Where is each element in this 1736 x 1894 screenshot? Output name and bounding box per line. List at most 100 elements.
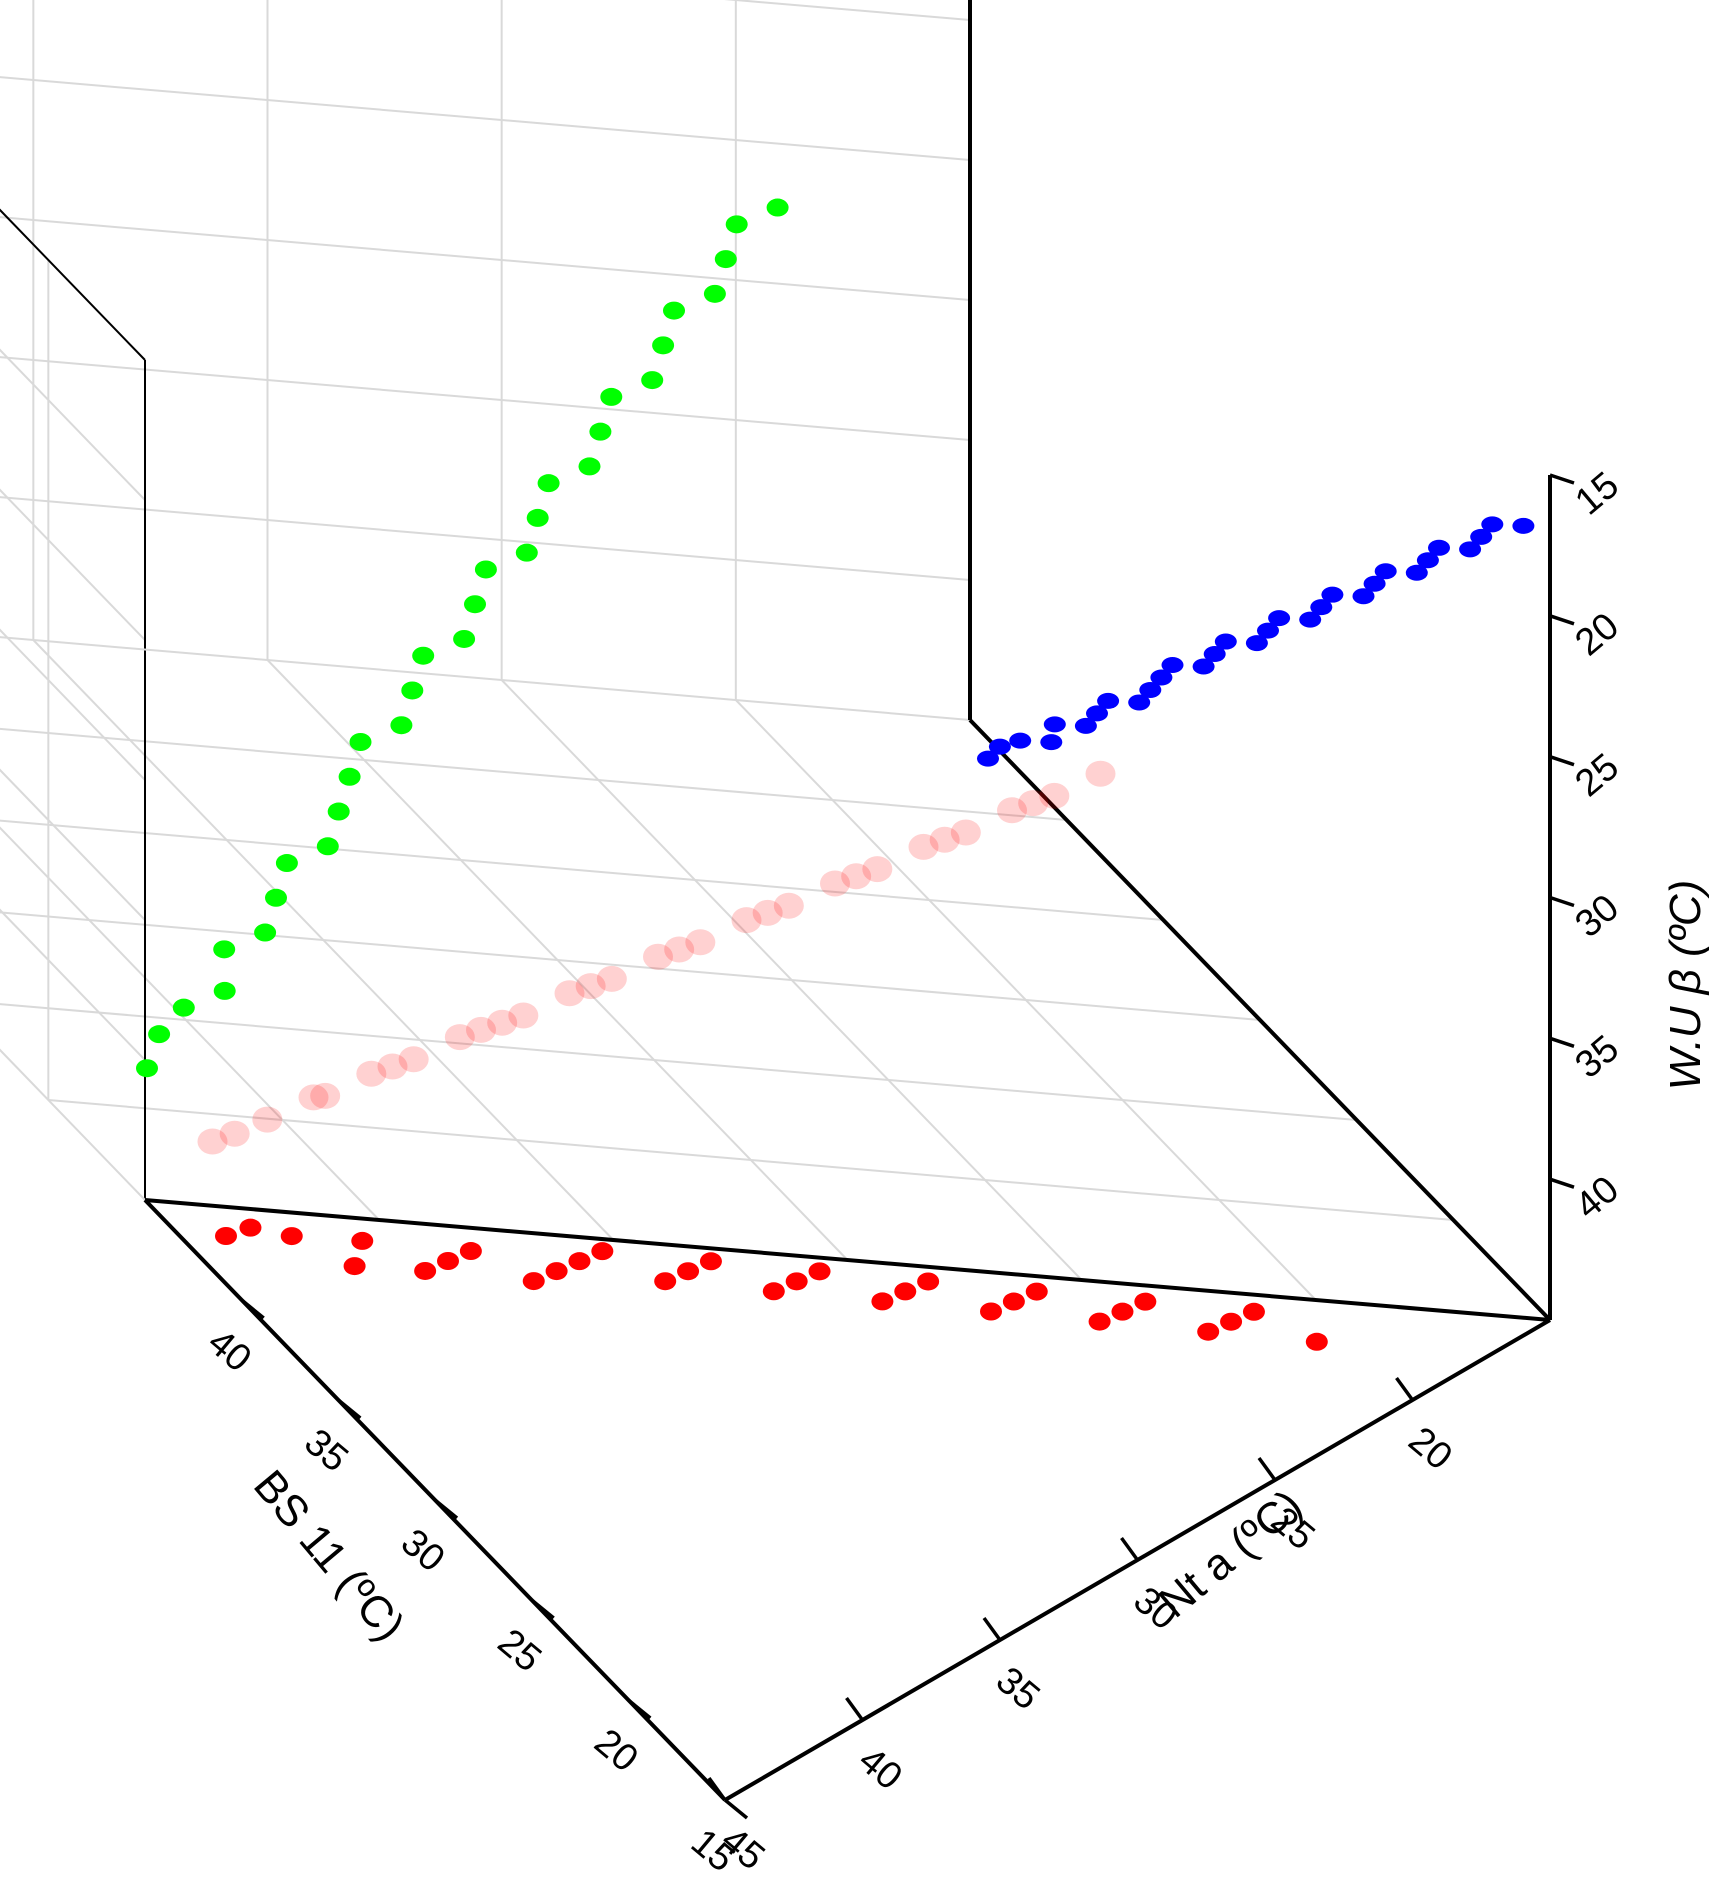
main-point	[356, 1060, 387, 1087]
xy-projection-point	[1088, 1312, 1111, 1331]
main-point	[731, 907, 762, 934]
left-wall-grid-line	[0, 488, 146, 641]
box-edge	[0, 208, 146, 361]
projection-xy-floor	[215, 1218, 1328, 1351]
x-tick-mark	[707, 1776, 727, 1802]
xz-projection-point	[1416, 552, 1439, 569]
xy-projection-point	[1242, 1302, 1265, 1321]
x-tick-label: 20	[1401, 1419, 1460, 1478]
z-tick-label: 15	[1568, 464, 1627, 523]
xy-projection-point	[1197, 1322, 1220, 1341]
yz-projection-point	[213, 940, 236, 959]
xy-projection-point	[654, 1272, 677, 1291]
main-point	[862, 856, 893, 883]
xz-projection-point	[1161, 657, 1184, 673]
main-point	[466, 1016, 496, 1043]
yz-projection-point	[652, 336, 675, 355]
xy-projection-point	[351, 1231, 374, 1250]
main-point	[252, 1106, 283, 1133]
xz-projection-point	[1203, 646, 1226, 663]
main-point	[1085, 760, 1116, 787]
xz-projection-point	[1481, 516, 1504, 533]
floor-grid-line	[0, 819, 1164, 921]
xz-projection-point	[1192, 658, 1215, 675]
xy-projection-point	[215, 1227, 237, 1245]
yz-projection-point	[254, 923, 277, 942]
xz-projection-point	[1150, 669, 1173, 686]
xy-projection-point	[459, 1242, 482, 1261]
main-point	[219, 1120, 250, 1147]
y-tick-mark	[627, 1698, 652, 1720]
yz-projection-point	[641, 371, 664, 390]
yz-projection-point	[537, 474, 560, 493]
y-tick-label: 40	[200, 1321, 259, 1380]
x-tick-label: 35	[988, 1659, 1047, 1718]
main-point	[773, 892, 804, 919]
yz-projection-point	[136, 1059, 158, 1078]
floor-grid-line	[0, 727, 1067, 821]
xy-projection-point	[917, 1272, 940, 1291]
yz-projection-point	[172, 998, 195, 1017]
main-point	[310, 1082, 341, 1109]
main-point	[575, 973, 606, 1000]
yz-projection-point	[515, 543, 538, 562]
yz-projection-point	[725, 215, 748, 234]
xy-projection-point	[343, 1257, 366, 1276]
xz-projection-point	[1139, 681, 1162, 698]
main-point	[685, 929, 716, 956]
right-wall-grid-line	[724, 0, 971, 21]
xz-projection-point	[1459, 541, 1482, 558]
main-scatter-series	[197, 760, 1116, 1155]
xz-projection-point	[1299, 611, 1322, 628]
y-tick-mark	[530, 1598, 555, 1620]
z-tick-mark	[1549, 473, 1575, 485]
xz-projection-point	[1512, 517, 1535, 534]
xy-projection-point	[522, 1272, 545, 1291]
yz-projection-point	[327, 802, 350, 821]
z-tick-mark	[1549, 614, 1575, 626]
xz-projection-point	[1405, 564, 1428, 581]
xz-projection-point	[1040, 734, 1063, 751]
x-tick-mark	[982, 1616, 1002, 1642]
y-tick-label: 25	[490, 1621, 549, 1680]
main-point	[298, 1084, 329, 1111]
y-tick-label: 35	[296, 1421, 355, 1480]
yz-projection-point	[401, 681, 424, 700]
x-tick-mark	[1120, 1536, 1139, 1562]
main-point	[908, 833, 939, 860]
z-tick-label: 30	[1568, 887, 1627, 946]
right-wall-grid-line	[0, 216, 971, 301]
main-point	[197, 1128, 228, 1155]
y-tick-mark	[723, 1798, 749, 1820]
main-point	[487, 1009, 518, 1036]
x-tick-mark	[1257, 1456, 1277, 1482]
xy-projection-point	[871, 1292, 894, 1311]
left-wall-grid-line	[0, 628, 146, 781]
xy-projection-point	[591, 1242, 614, 1261]
z-tick-mark	[1549, 1177, 1575, 1189]
xy-projection-point	[1111, 1302, 1134, 1321]
main-point	[820, 870, 850, 897]
xz-projection-point	[1428, 539, 1450, 556]
left-wall-grid-line	[0, 908, 146, 1061]
yz-projection-point	[766, 198, 789, 217]
xy-projection-point	[239, 1218, 262, 1237]
main-point	[444, 1024, 475, 1051]
xz-projection-point	[1097, 692, 1120, 709]
yz-projection-point	[663, 301, 685, 320]
main-point	[508, 1002, 539, 1029]
projection-xz-right-wall	[977, 516, 1535, 767]
x-tick-mark	[845, 1696, 864, 1722]
x-tick-label: 40	[851, 1739, 910, 1798]
xz-projection-point	[1268, 610, 1291, 627]
main-point	[929, 826, 960, 853]
xy-projection-point	[762, 1282, 785, 1301]
y-tick-mark	[337, 1398, 362, 1420]
right-wall-grid-line	[0, 76, 971, 161]
grid-lines	[0, 0, 1454, 1301]
xz-projection-point	[1363, 575, 1386, 592]
main-point	[752, 899, 783, 926]
yz-projection-point	[714, 250, 737, 269]
z-tick-mark	[1549, 1036, 1575, 1048]
